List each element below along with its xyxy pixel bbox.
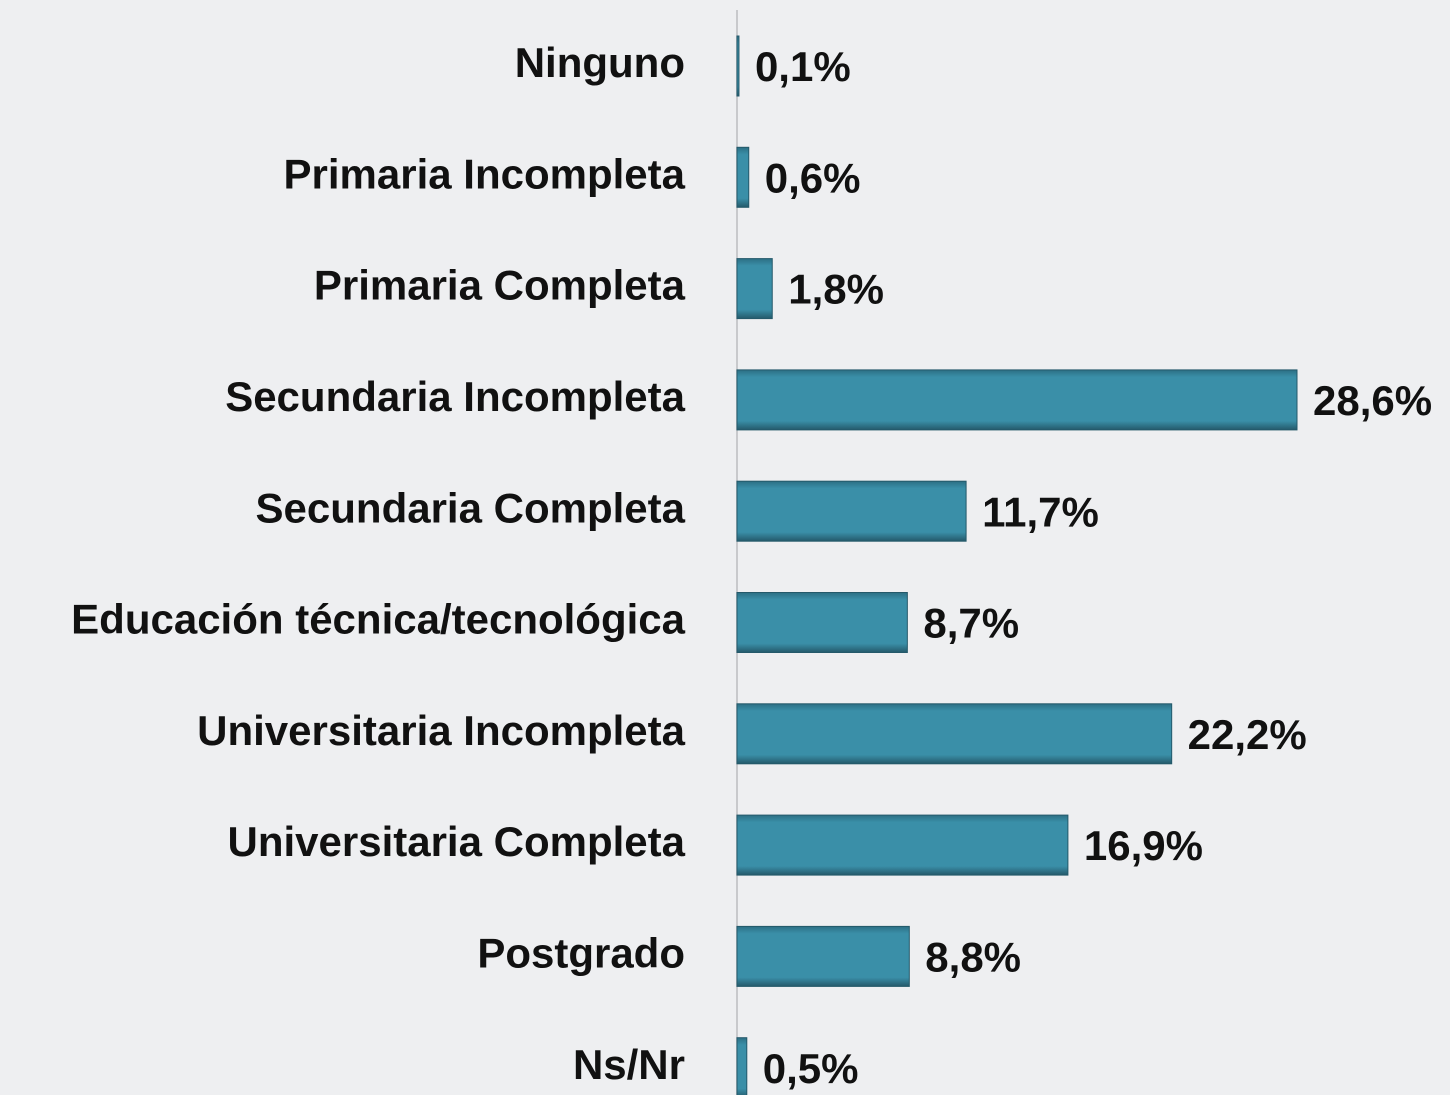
category-label: Primaria Incompleta: [284, 150, 686, 197]
bar: [736, 35, 740, 97]
bar: [736, 1037, 748, 1095]
category-label: Secundaria Incompleta: [225, 373, 685, 420]
value-label: 8,8%: [925, 933, 1021, 980]
value-label: 16,9%: [1084, 822, 1203, 869]
bar: [736, 592, 908, 653]
bar: [736, 814, 1069, 876]
category-label: Universitaria Completa: [228, 818, 686, 865]
category-label: Educación técnica/tecnológica: [71, 596, 685, 643]
category-label: Universitaria Incompleta: [197, 707, 685, 754]
value-label: 0,5%: [763, 1045, 859, 1092]
value-label: 1,8%: [788, 266, 884, 313]
value-label: 8,7%: [923, 600, 1019, 647]
category-label: Ns/Nr: [573, 1041, 685, 1088]
bar: [736, 146, 750, 208]
category-label: Secundaria Completa: [256, 484, 686, 531]
value-label: 22,2%: [1188, 711, 1307, 758]
bar: [736, 480, 967, 542]
bar: [736, 258, 773, 320]
value-label: 28,6%: [1313, 377, 1432, 424]
value-label: 0,1%: [755, 43, 851, 90]
bar: [736, 369, 1298, 431]
value-label: 11,7%: [982, 488, 1099, 535]
category-label: Ninguno: [515, 39, 685, 86]
value-label: 0,6%: [765, 154, 861, 201]
category-label: Primaria Completa: [314, 262, 686, 309]
category-label: Postgrado: [477, 929, 685, 976]
bar: [736, 925, 910, 987]
bar: [736, 703, 1173, 765]
